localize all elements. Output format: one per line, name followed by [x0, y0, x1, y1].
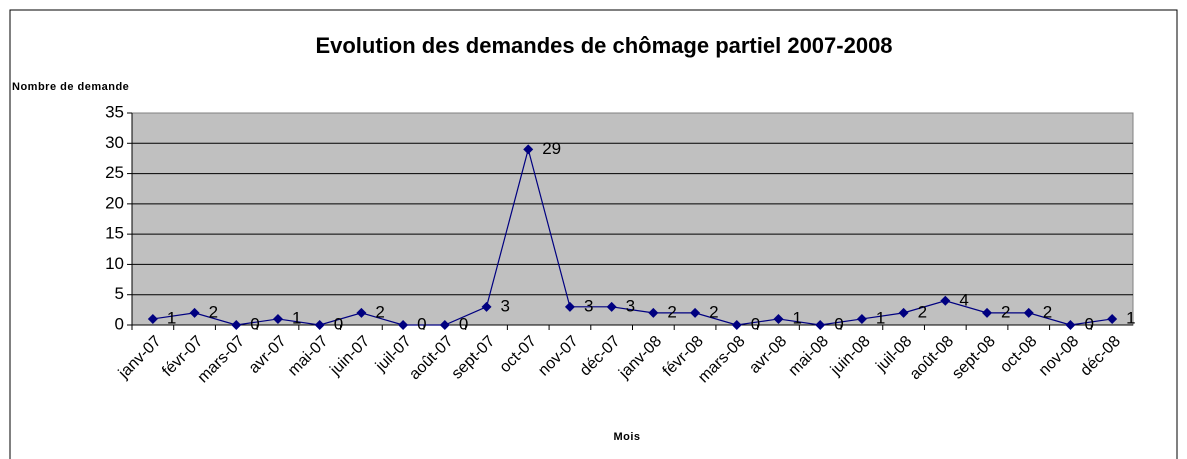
x-tick-label: sept-07 — [449, 333, 499, 383]
y-tick-label: 15 — [105, 224, 124, 243]
chart-title: Evolution des demandes de chômage partie… — [315, 33, 892, 58]
y-tick-label: 10 — [105, 254, 124, 273]
data-point — [856, 313, 867, 324]
x-tick-label: avr-08 — [746, 333, 790, 377]
data-point — [898, 307, 909, 318]
data-label: 2 — [375, 302, 384, 321]
y-axis-label: Nombre de demande — [12, 81, 129, 93]
data-label: 3 — [501, 296, 510, 315]
data-point — [189, 307, 200, 318]
data-point — [272, 313, 283, 324]
data-label: 1 — [792, 308, 801, 327]
data-label: 0 — [751, 314, 760, 333]
y-tick-label: 0 — [115, 314, 124, 333]
x-tick-label: mai-08 — [785, 333, 832, 380]
x-tick-label: avr-07 — [246, 333, 290, 377]
data-point — [982, 307, 993, 318]
x-axis-label: Mois — [613, 431, 640, 443]
data-point — [481, 301, 492, 312]
y-tick-label: 20 — [105, 193, 124, 212]
data-label: 2 — [709, 302, 718, 321]
data-point — [731, 320, 742, 330]
data-label: 1 — [167, 308, 176, 327]
x-tick-label: déc-07 — [577, 333, 624, 380]
data-point — [147, 313, 158, 324]
data-point — [398, 320, 409, 330]
data-label: 3 — [584, 296, 593, 315]
data-label: 2 — [1001, 302, 1010, 321]
data-point — [439, 320, 450, 330]
data-label: 2 — [1043, 302, 1052, 321]
data-label: 1 — [1126, 308, 1135, 327]
x-tick-label: juin-07 — [327, 333, 374, 380]
x-tick-label: mars-08 — [695, 333, 749, 387]
data-label: 0 — [417, 314, 426, 333]
data-point — [1023, 307, 1034, 318]
data-point — [940, 295, 951, 306]
x-tick-label: sept-08 — [949, 333, 999, 383]
data-label: 2 — [667, 302, 676, 321]
data-point — [314, 320, 325, 330]
x-tick-label: juin-08 — [827, 333, 874, 380]
data-label: 0 — [334, 314, 343, 333]
x-tick-label: mai-07 — [285, 333, 332, 380]
data-label: 2 — [209, 302, 218, 321]
data-point — [523, 144, 534, 155]
data-label: 4 — [959, 290, 968, 309]
y-tick-label: 25 — [105, 163, 124, 182]
data-point — [690, 307, 701, 318]
data-label: 2 — [918, 302, 927, 321]
series-line — [152, 146, 1113, 326]
plot-area — [131, 112, 1134, 326]
x-tick-label: janv-07 — [115, 333, 165, 383]
x-tick-label: nov-08 — [1036, 333, 1083, 380]
data-point — [564, 301, 575, 312]
data-label: 1 — [876, 308, 885, 327]
y-tick-label: 35 — [105, 102, 124, 121]
data-label: 0 — [459, 314, 468, 333]
data-point — [606, 301, 617, 312]
data-point — [1065, 320, 1076, 330]
x-tick-label: août-07 — [406, 333, 456, 383]
data-point — [815, 320, 826, 330]
data-label: 3 — [626, 296, 635, 315]
data-point — [773, 313, 784, 324]
x-tick-label: août-08 — [907, 333, 957, 383]
y-tick-label: 30 — [105, 133, 124, 152]
x-tick-label: oct-08 — [997, 333, 1041, 377]
data-label: 1 — [292, 308, 301, 327]
data-point — [1107, 313, 1118, 324]
chart-border — [9, 9, 1178, 459]
x-tick-label: mars-07 — [195, 333, 249, 387]
data-label: 29 — [542, 139, 561, 158]
data-point — [356, 307, 367, 318]
data-point — [648, 307, 659, 318]
data-label: 0 — [834, 314, 843, 333]
x-tick-label: oct-07 — [497, 333, 541, 377]
x-tick-label: nov-07 — [535, 333, 582, 380]
x-tick-label: janv-08 — [615, 333, 665, 383]
x-tick-label: déc-08 — [1077, 333, 1124, 380]
data-point — [231, 320, 242, 330]
data-label: 0 — [1084, 314, 1093, 333]
data-label: 0 — [250, 314, 259, 333]
y-tick-label: 5 — [115, 284, 124, 303]
